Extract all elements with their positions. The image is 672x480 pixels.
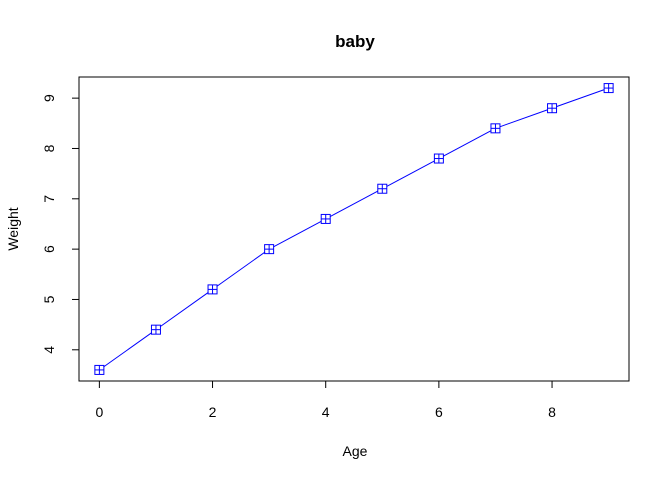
x-tick-label: 0 xyxy=(95,404,103,420)
data-point xyxy=(547,103,558,114)
data-point xyxy=(207,284,218,295)
x-axis-label: Age xyxy=(343,443,368,459)
series-line-segment xyxy=(556,89,605,108)
y-tick-label: 8 xyxy=(41,144,57,152)
series-line-segment xyxy=(159,291,209,328)
data-point xyxy=(320,213,331,224)
y-tick-label: 9 xyxy=(41,94,57,102)
x-tick-label: 8 xyxy=(548,404,556,420)
series-line-segment xyxy=(443,130,492,157)
series-line-segment xyxy=(329,190,379,218)
y-tick-label: 6 xyxy=(41,245,57,253)
y-axis: 4 5 6 7 8 9 xyxy=(41,94,80,354)
data-point xyxy=(433,153,444,164)
data-point xyxy=(490,123,501,134)
series-line-segment xyxy=(103,332,153,368)
y-tick-label: 4 xyxy=(41,346,57,354)
data-point xyxy=(377,183,388,194)
data-point xyxy=(603,83,614,94)
series-line-segment xyxy=(273,220,322,248)
plot-frame xyxy=(78,76,630,382)
series-group xyxy=(94,83,614,375)
y-axis-label: Weight xyxy=(5,207,21,250)
x-tick-label: 2 xyxy=(209,404,217,420)
y-tick-label: 7 xyxy=(41,195,57,203)
data-point xyxy=(150,324,161,335)
y-tick-label: 5 xyxy=(41,295,57,303)
series-line-segment xyxy=(386,160,435,187)
x-axis: 0 2 4 6 8 xyxy=(95,380,556,420)
series-line-segment xyxy=(216,251,266,287)
series-line-segment xyxy=(500,109,548,128)
x-tick-label: 4 xyxy=(322,404,330,420)
x-tick-label: 6 xyxy=(435,404,443,420)
data-point xyxy=(94,364,105,375)
data-point xyxy=(264,244,275,255)
chart-title: baby xyxy=(335,32,375,51)
